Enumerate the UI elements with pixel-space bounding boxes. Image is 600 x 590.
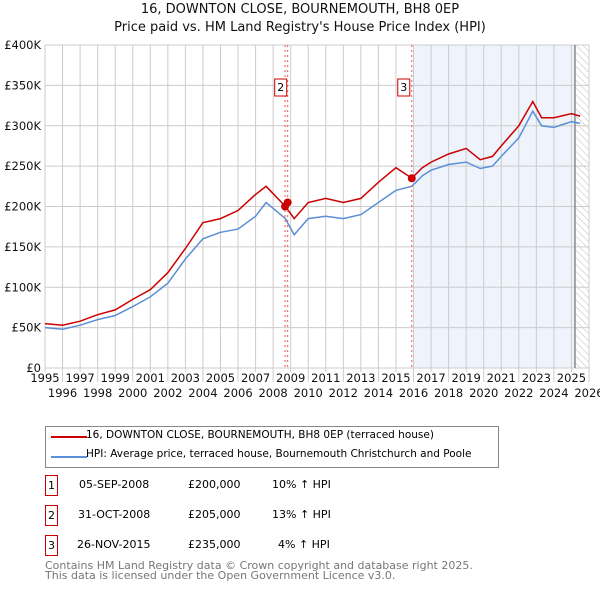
price: £205,000 <box>188 508 241 521</box>
x-tick-label: 2024 <box>539 386 568 400</box>
x-tick-label: 1995 <box>30 371 59 385</box>
footer: Contains HM Land Registry data © Crown c… <box>45 559 473 582</box>
hpi-change: 4% ↑ HPI <box>278 538 330 551</box>
x-tick-label: 2002 <box>153 386 182 400</box>
hpi-line <box>44 109 581 330</box>
x-tick-label: 2023 <box>522 371 551 385</box>
legend: 16, DOWNTON CLOSE, BOURNEMOUTH, BH8 0EP … <box>45 426 499 468</box>
x-tick-label: 2021 <box>487 371 516 385</box>
sale-point <box>283 198 292 207</box>
chart-title: 16, DOWNTON CLOSE, BOURNEMOUTH, BH8 0EP <box>140 2 460 17</box>
x-tick-label: 2015 <box>381 371 410 385</box>
x-tick-label: 2016 <box>399 386 428 400</box>
legend-hpi: HPI: Average price, terraced house, Bour… <box>86 448 472 460</box>
x-tick-label: 2007 <box>241 371 270 385</box>
marker-badge: 1 <box>45 475 58 496</box>
x-tick-label: 2020 <box>469 386 498 400</box>
y-tick-label: £50K <box>12 321 42 335</box>
marker-badge <box>274 78 288 97</box>
legend-swatch-price <box>51 436 87 438</box>
marker-badge: 3 <box>45 535 58 556</box>
x-tick-label: 2018 <box>434 386 463 400</box>
date: 26-NOV-2015 <box>77 538 151 551</box>
x-tick-label: 1997 <box>65 371 94 385</box>
price: £235,000 <box>188 538 241 551</box>
x-tick-label: 2014 <box>364 386 393 400</box>
x-tick-label: 2000 <box>118 386 147 400</box>
x-tick-label: 2009 <box>276 371 305 385</box>
y-tick-label: £150K <box>4 240 41 254</box>
y-tick-label: £100K <box>4 280 41 294</box>
y-tick-label: £0 <box>26 361 41 375</box>
x-tick-label: 2008 <box>258 386 287 400</box>
x-tick-label: 2022 <box>504 386 533 400</box>
x-tick-label: 2004 <box>188 386 217 400</box>
x-tick-label: 1996 <box>48 386 77 400</box>
hpi-change: 10% ↑ HPI <box>272 478 331 491</box>
x-tick-label: 2003 <box>171 371 200 385</box>
x-tick-label: 2026 <box>574 386 600 400</box>
y-tick-label: £200K <box>4 200 41 214</box>
y-tick-label: £400K <box>4 38 41 52</box>
x-tick-label: 2005 <box>206 371 235 385</box>
x-tick-label: 2019 <box>452 371 481 385</box>
legend-swatch-hpi <box>51 456 87 458</box>
marker-badge: 2 <box>45 505 58 526</box>
footer-copyright: Contains HM Land Registry data © Crown c… <box>45 559 473 572</box>
x-tick-label: 2001 <box>136 371 165 385</box>
hpi-change: 13% ↑ HPI <box>272 508 331 521</box>
x-tick-label: 2017 <box>416 371 445 385</box>
x-tick-label: 2013 <box>346 371 375 385</box>
legend-price: 16, DOWNTON CLOSE, BOURNEMOUTH, BH8 0EP … <box>86 429 434 441</box>
x-tick-label: 2011 <box>311 371 340 385</box>
x-tick-label: 2010 <box>294 386 323 400</box>
price: £200,000 <box>188 478 241 491</box>
marker-label: 2 <box>277 81 284 94</box>
price-line <box>44 99 581 326</box>
date: 31-OCT-2008 <box>78 508 151 521</box>
sale-point <box>407 174 416 183</box>
date: 05-SEP-2008 <box>79 478 150 491</box>
chart-subtitle: Price paid vs. HM Land Registry's House … <box>114 20 486 35</box>
x-tick-label: 2025 <box>557 371 586 385</box>
x-tick-label: 1998 <box>83 386 112 400</box>
y-tick-label: £250K <box>4 159 41 173</box>
x-tick-label: 2012 <box>329 386 358 400</box>
marker-label: 3 <box>400 81 407 94</box>
x-tick-label: 2006 <box>223 386 252 400</box>
x-tick-label: 1999 <box>101 371 130 385</box>
price-chart: 1995199619971998199920002001200220032004… <box>4 38 600 400</box>
y-tick-label: £300K <box>4 119 41 133</box>
marker-badge <box>397 78 411 97</box>
footer-licence: This data is licensed under the Open Gov… <box>45 569 396 582</box>
y-tick-label: £350K <box>4 78 41 92</box>
